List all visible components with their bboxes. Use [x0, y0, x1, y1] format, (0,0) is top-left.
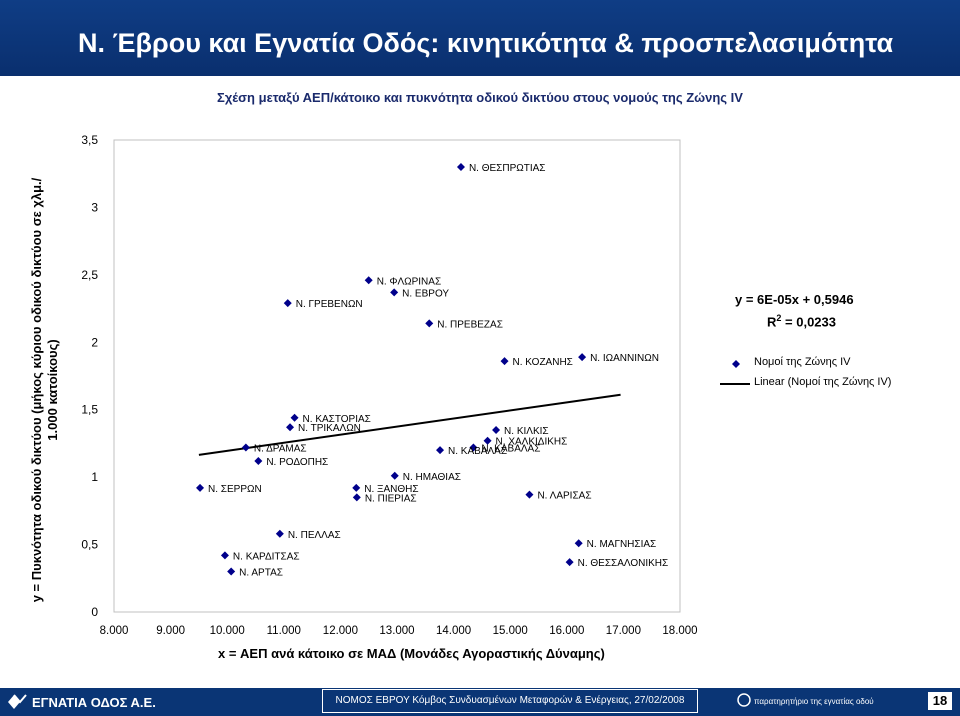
data-point: [525, 490, 534, 499]
trendline-equation: y = 6E-05x + 0,5946: [735, 292, 854, 307]
legend-line-icon: [720, 383, 750, 385]
data-label: Ν. ΑΡΤΑΣ: [239, 568, 283, 579]
egnatia-logo: ΕΓΝΑΤΙΑ ΟΔΟΣ Α.Ε.: [8, 694, 156, 710]
data-point: [500, 357, 509, 366]
x-tick-label: 8.000: [100, 625, 129, 637]
data-point: [220, 551, 229, 560]
data-label: Ν. ΚΙΛΚΙΣ: [504, 426, 549, 437]
data-label: Ν. ΜΑΓΝΗΣΙΑΣ: [587, 539, 657, 550]
r-squared-r: R: [767, 314, 777, 330]
data-point: [241, 443, 250, 452]
y-tick-label: 1: [91, 470, 98, 484]
data-point: [352, 483, 361, 492]
x-tick-label: 18.000: [662, 625, 697, 637]
data-label: Ν. ΚΑΣΤΟΡΙΑΣ: [303, 414, 371, 425]
data-label: Ν. ΚΟΖΑΝΗΣ: [513, 357, 573, 368]
r-squared: R2 = 0,0233: [767, 313, 836, 329]
data-label: Ν. ΓΡΕΒΕΝΩΝ: [296, 299, 363, 310]
observatory-logo: παρατηρητήριο της εγνατίας οδού: [737, 693, 874, 707]
data-point: [390, 288, 399, 297]
legend: Νομοί της Ζώνης IV Linear (Νομοί της Ζών…: [716, 352, 892, 400]
data-label: Ν. ΠΕΛΛΑΣ: [288, 530, 341, 541]
x-tick-label: 14.000: [436, 625, 471, 637]
plot-area: [113, 139, 681, 613]
data-label: Ν. ΡΟΔΟΠΗΣ: [266, 457, 328, 468]
legend-label-trendline: Linear (Νομοί της Ζώνης IV): [754, 376, 892, 388]
data-label: Ν. ΘΕΣΣΑΛΟΝΙΚΗΣ: [578, 558, 669, 569]
chart-title: Σχέση μεταξύ ΑΕΠ/κάτοικο και πυκνότητα ο…: [217, 90, 743, 105]
data-label: Ν. ΠΡΕΒΕΖΑΣ: [437, 319, 503, 330]
data-point: [283, 299, 292, 308]
data-label: Ν. ΧΑΛΚΙΔΙΚΗΣ: [496, 437, 568, 448]
data-label: Ν. ΙΩΑΝΝΙΝΩΝ: [590, 353, 659, 364]
data-point: [565, 558, 574, 567]
data-label: Ν. ΚΑΡΔΙΤΣΑΣ: [233, 551, 300, 562]
legend-label-points: Νομοί της Ζώνης IV: [754, 356, 851, 368]
title-banner: Ν. Έβρου και Εγνατία Οδός: κινητικότητα …: [0, 0, 960, 76]
y-tick-label: 0,5: [81, 538, 98, 552]
data-point: [286, 423, 295, 432]
observatory-logo-text: παρατηρητήριο της εγνατίας οδού: [754, 697, 874, 706]
data-point: [254, 456, 263, 465]
data-point: [196, 483, 205, 492]
x-tick-label: 13.000: [379, 625, 414, 637]
data-label: Ν. ΦΛΩΡΙΝΑΣ: [377, 276, 441, 287]
data-label: Ν. ΣΕΡΡΩΝ: [208, 484, 262, 495]
data-point: [578, 353, 587, 362]
data-point: [275, 529, 284, 538]
x-tick-label: 16.000: [549, 625, 584, 637]
data-point: [492, 425, 501, 434]
footer-text: ΝΟΜΟΣ ΕΒΡΟΥ Κόμβος Συνδυασμένων Μεταφορώ…: [322, 689, 698, 713]
slide-title: Ν. Έβρου και Εγνατία Οδός: κινητικότητα …: [78, 28, 894, 58]
page-number: 18: [928, 692, 952, 710]
data-label: Ν. ΔΡΑΜΑΣ: [254, 443, 307, 454]
data-point: [290, 413, 299, 422]
x-tick-label: 11.000: [267, 625, 301, 637]
data-label: Ν. ΚΑΒΑΛΑΣ: [481, 443, 540, 454]
x-axis-label: x = ΑΕΠ ανά κάτοικο σε ΜΑΔ (Μονάδες Αγορ…: [218, 646, 605, 661]
chart-axes: 0 0,5 1 1,5 2 2,5 3 3,5 8.000 9.000 10.000 11.000 12…: [81, 133, 697, 637]
data-label: Ν. ΘΕΣΠΡΩΤΙΑΣ: [469, 163, 546, 174]
y-tick-label: 3,5: [81, 133, 98, 147]
data-point: [425, 319, 434, 328]
data-point: [456, 162, 465, 171]
r-squared-value: = 0,0233: [781, 314, 836, 330]
x-tick-label: 15.000: [493, 625, 528, 637]
data-label: Ν. ΚΑΒΑΛΑΣ: [448, 446, 507, 457]
r-squared-exponent: 2: [776, 313, 782, 323]
y-tick-label: 2: [91, 335, 98, 349]
x-tick-label: 17.000: [606, 625, 641, 637]
data-point: [483, 436, 492, 445]
x-tick-label: 12.000: [323, 625, 358, 637]
y-tick-label: 2,5: [81, 268, 98, 282]
data-point: [352, 493, 361, 502]
data-label: Ν. ΞΑΝΘΗΣ: [364, 484, 418, 495]
data-label: Ν. ΛΑΡΙΣΑΣ: [537, 491, 591, 502]
data-point: [390, 471, 399, 480]
x-tick-label: 10.000: [210, 625, 245, 637]
data-point: [364, 276, 373, 285]
data-label: Ν. ΤΡΙΚΑΛΩΝ: [298, 423, 361, 434]
trendline: [198, 393, 621, 456]
footer-bar: [0, 688, 960, 716]
data-point: [469, 443, 478, 452]
trendline-group: [198, 393, 621, 456]
egnatia-logo-text: ΕΓΝΑΤΙΑ ΟΔΟΣ Α.Ε.: [32, 695, 156, 710]
data-label: Ν. ΠΙΕΡΙΑΣ: [365, 493, 417, 504]
points-group: [196, 162, 587, 576]
x-tick-label: 9.000: [156, 625, 185, 637]
y-tick-label: 0: [91, 605, 98, 619]
point-labels-group: Ν. ΣΕΡΡΩΝ Ν. ΚΑΡΔΙΤΣΑΣ Ν. ΑΡΤΑΣ Ν. ΔΡΑΜΑΣ Ν.…: [208, 163, 668, 579]
legend-diamond-icon: [732, 360, 740, 368]
y-tick-label: 1,5: [81, 403, 98, 417]
data-label: Ν. ΗΜΑΘΙΑΣ: [403, 472, 461, 483]
data-point: [227, 567, 236, 576]
data-label: Ν. ΕΒΡΟΥ: [402, 288, 449, 299]
data-point: [436, 446, 445, 455]
data-point: [574, 539, 583, 548]
y-tick-label: 3: [91, 200, 98, 214]
